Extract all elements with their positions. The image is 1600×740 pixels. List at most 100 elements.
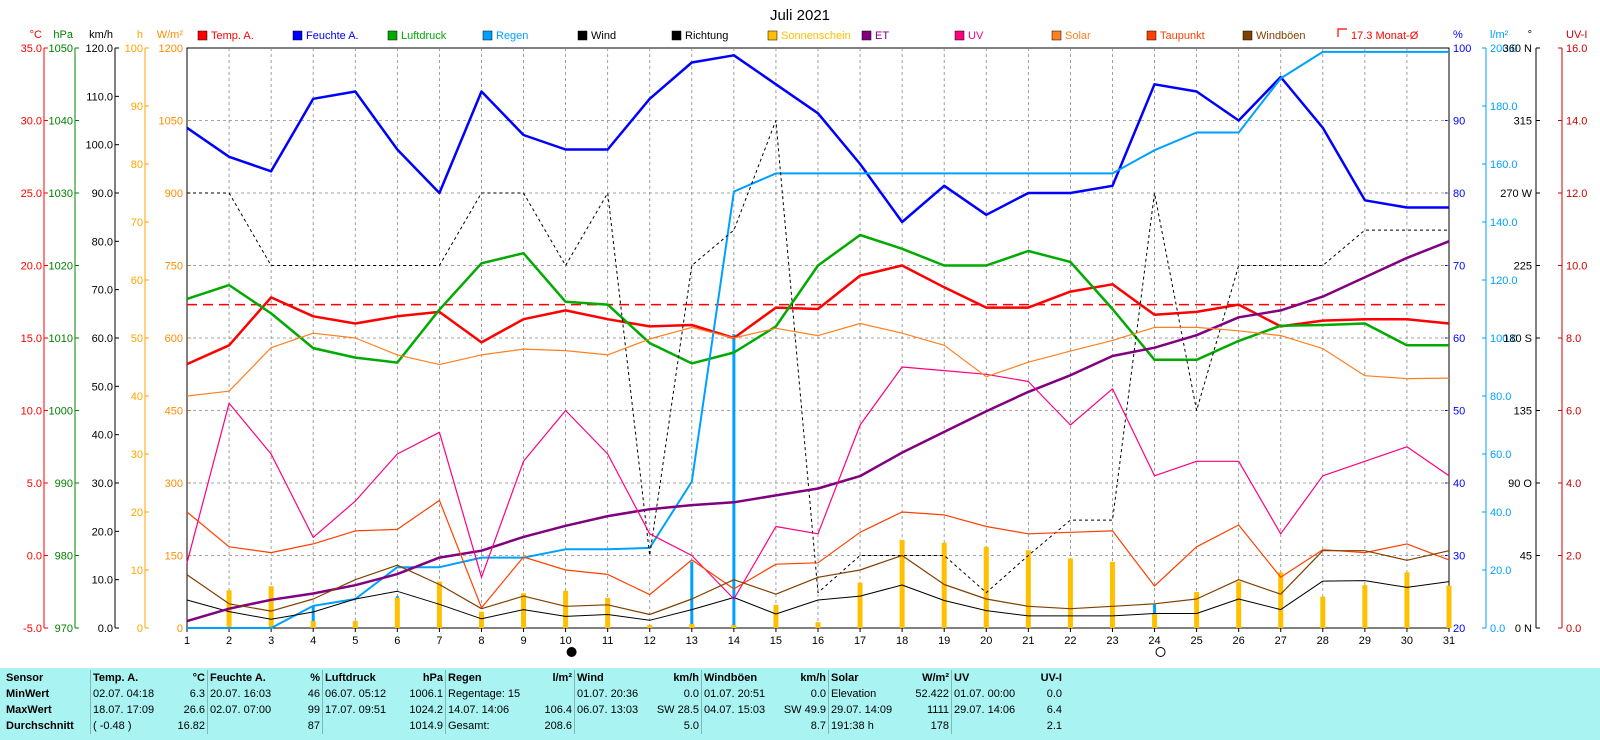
axis-tick-label-lm2: 0.0 (1490, 623, 1505, 635)
axis-tick-label-kmh: 0.0 (98, 623, 113, 635)
x-tick-label: 8 (478, 635, 484, 647)
stats-cell: 1006.1 (409, 688, 443, 700)
stats-cell (951, 718, 1026, 734)
bar-sonnenschein-tag- (310, 621, 316, 628)
axis-tick-label-h: 100 (125, 43, 143, 55)
stats-cell: Gesamt: (445, 718, 530, 734)
stats-cell: 1024.2 (409, 704, 443, 716)
axis-tick-label-wm2: 1050 (159, 116, 183, 128)
x-tick-label: 3 (268, 635, 274, 647)
x-tick-label: 28 (1317, 635, 1329, 647)
axis-tick-label-wm2: 600 (165, 333, 183, 345)
x-tick-label: 4 (310, 635, 316, 647)
axis-tick-label-kmh: 50.0 (92, 381, 113, 393)
stats-cell: 1111 (926, 704, 949, 716)
stats-cell: 5.0 (683, 720, 699, 732)
bar-regen-tag- (690, 561, 694, 628)
bar-sonnenschein-tag- (731, 625, 737, 628)
axis-tick-label-uvi: 12.0 (1566, 188, 1587, 200)
axis-tick-label-pct: 50 (1453, 406, 1465, 418)
bar-regen-tag- (311, 605, 315, 628)
legend-label: Richtung (685, 30, 728, 42)
series-line-et (186, 240, 1450, 623)
moon-new-marker (566, 647, 577, 657)
axis-tick-label-uvi: 8.0 (1566, 333, 1581, 345)
bar-sonnenschein-tag- (815, 622, 821, 628)
legend-label: Regen (496, 30, 528, 42)
axis-tick-label-pct: 60 (1453, 333, 1465, 345)
axis-tick-label-deg: 45 (1520, 551, 1532, 563)
axis-tick-label-wm2: 1200 (159, 43, 183, 55)
axis-tick-label-deg: 135 (1514, 406, 1532, 418)
stats-cell: 04.07. 15:03 (701, 702, 776, 718)
stats-header-temp-unit: °C (192, 672, 205, 684)
axis-tick-label-hpa: 1030 (49, 188, 73, 200)
stats-cell: 17.07. 09:51 (322, 702, 397, 718)
axis-tick-label-uvi: 0.0 (1566, 623, 1581, 635)
axis-tick-label-kmh: 90.0 (92, 188, 113, 200)
axis-tick-label-wm2: 450 (165, 406, 183, 418)
stats-header-uv: UV (951, 670, 1026, 686)
axis-tick-label-uvi: 2.0 (1566, 551, 1581, 563)
stats-cell (207, 718, 288, 734)
axis-unit-wm2: W/m² (157, 29, 184, 41)
axis-tick-label-uvi: 6.0 (1566, 406, 1581, 418)
stats-cell: ( -0.48 ) (90, 718, 169, 734)
stats-header-solar-unit: W/m² (922, 672, 949, 684)
axis-tick-label-kmh: 120.0 (85, 43, 113, 55)
legend-label: Solar (1065, 30, 1091, 42)
axis-tick-label-pct: 100 (1453, 43, 1471, 55)
axis-tick-label-hpa: 980 (55, 551, 73, 563)
axis-tick-label-hpa: 1040 (49, 116, 73, 128)
stats-cell (574, 718, 649, 734)
stats-cell: 02.07. 04:18 (90, 686, 169, 702)
moon-full-marker (1155, 647, 1166, 657)
legend-swatch (1146, 30, 1157, 41)
axis-tick-label-h: 0 (137, 623, 143, 635)
bar-sonnenschein-tag- (1236, 581, 1242, 628)
x-tick-label: 25 (1190, 635, 1202, 647)
axis-tick-label-wm2: 750 (165, 261, 183, 273)
axis-tick-label-h: 70 (131, 217, 143, 229)
x-tick-label: 17 (854, 635, 866, 647)
bar-sonnenschein-tag- (899, 539, 905, 628)
x-tick-label: 15 (770, 635, 782, 647)
axis-tick-label-h: 60 (131, 275, 143, 287)
axis-tick-label-deg: 90 O (1508, 478, 1532, 490)
stats-header-rain: Regen (445, 670, 530, 686)
axis-tick-label-pct: 80 (1453, 188, 1465, 200)
chart-moon-markers (566, 647, 1166, 657)
axis-tick-label-deg: 180 S (1503, 333, 1532, 345)
series-line-regen (187, 50, 1449, 629)
axis-tick-label-temp: 35.0 (21, 43, 42, 55)
bar-sonnenschein-tag- (1152, 613, 1158, 628)
legend-label: UV (968, 30, 984, 42)
stats-header-sensor: Sensor (6, 672, 44, 684)
axis-tick-label-hpa: 1020 (49, 261, 73, 273)
x-tick-label: 11 (602, 635, 613, 647)
stats-row-label-min: MinWert (6, 688, 50, 700)
axis-tick-label-temp: 30.0 (21, 116, 42, 128)
stats-cell: 52.422 (915, 688, 949, 700)
chart-legend: Temp. A. Feuchte A. Luftdruck Regen Wind Rich… (197, 28, 1419, 42)
x-tick-label: 5 (352, 635, 358, 647)
bar-sonnenschein-tag- (1067, 558, 1073, 628)
axis-tick-label-temp: 10.0 (21, 406, 42, 418)
x-tick-label: 21 (1022, 635, 1034, 647)
bar-sonnenschein-tag- (647, 625, 653, 628)
stats-cell: 87 (307, 720, 320, 732)
bar-sonnenschein-tag- (983, 546, 989, 628)
axis-tick-label-wm2: 900 (165, 188, 183, 200)
axis-tick-label-lm2: 40.0 (1490, 507, 1511, 519)
axis-tick-label-lm2: 80.0 (1490, 391, 1511, 403)
legend-label: Wind (591, 30, 616, 42)
legend-label: Sonnenschein (781, 30, 851, 42)
axis-tick-label-h: 50 (131, 333, 143, 345)
axis-unit-hpa: hPa (53, 29, 73, 41)
stats-cell: 06.07. 05:12 (322, 686, 397, 702)
axis-tick-label-wm2: 300 (165, 478, 183, 490)
axis-tick-label-lm2: 200.0 (1490, 43, 1518, 55)
bar-sonnenschein-tag- (605, 597, 611, 628)
axis-tick-label-lm2: 140.0 (1490, 217, 1518, 229)
x-tick-label: 7 (436, 635, 442, 647)
